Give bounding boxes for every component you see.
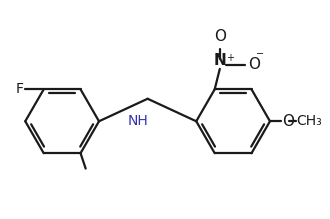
Text: F: F	[15, 82, 23, 96]
Text: −: −	[256, 49, 264, 59]
Text: +: +	[226, 53, 234, 63]
Text: O: O	[282, 114, 294, 129]
Text: N: N	[214, 53, 226, 68]
Text: O: O	[214, 29, 226, 44]
Text: CH₃: CH₃	[297, 114, 322, 128]
Text: NH: NH	[127, 114, 148, 128]
Text: O: O	[248, 57, 260, 72]
